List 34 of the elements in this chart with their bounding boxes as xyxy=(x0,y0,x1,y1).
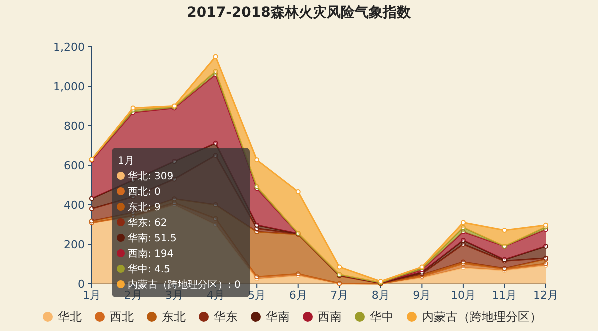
annotation: 华中: 4.5 xyxy=(128,264,170,276)
annotation: 东北: 9 xyxy=(128,202,161,214)
x-tick-label: 8月 xyxy=(372,289,390,302)
x-tick-label: 11月 xyxy=(492,289,518,302)
chart-title: 2017-2018森林火灾风险气象指数 xyxy=(187,4,412,21)
annotation: 内蒙古（跨地理分区）: 0 xyxy=(128,279,241,291)
annotation: 1月 xyxy=(118,156,134,167)
x-tick-label: 12月 xyxy=(534,289,558,302)
y-tick-label: 600 xyxy=(64,160,85,172)
annotation: 西南: 194 xyxy=(128,248,174,260)
annotation: 华东: 62 xyxy=(128,217,168,229)
legend-label: 西南 xyxy=(318,310,342,324)
annotation: 华北: 309 xyxy=(128,170,174,182)
legend-label: 华北 xyxy=(58,310,82,324)
x-tick-label: 9月 xyxy=(413,289,432,302)
y-tick-label: 1,200 xyxy=(54,41,85,54)
legend-label: 华中 xyxy=(370,310,394,324)
annotation: 华南: 51.5 xyxy=(128,232,177,244)
legend-label: 华东 xyxy=(214,310,238,324)
x-tick-label: 6月 xyxy=(289,289,308,302)
x-tick-label: 10月 xyxy=(450,289,476,302)
y-tick-label: 800 xyxy=(64,120,85,133)
x-tick-label: 7月 xyxy=(330,289,349,302)
y-tick-label: 200 xyxy=(64,238,85,252)
y-tick-label: 0 xyxy=(78,278,85,291)
legend-label: 内蒙古（跨地理分区） xyxy=(422,310,542,324)
legend-label: 东北 xyxy=(162,310,186,324)
y-tick-label: 1,000 xyxy=(54,80,85,94)
legend-label: 华南 xyxy=(266,310,290,324)
annotation: 西北: 0 xyxy=(128,186,161,198)
legend-label: 西北 xyxy=(110,310,134,324)
x-tick-label: 5月 xyxy=(248,289,266,302)
y-tick-label: 400 xyxy=(64,199,85,212)
x-tick-label: 1月 xyxy=(83,289,101,302)
